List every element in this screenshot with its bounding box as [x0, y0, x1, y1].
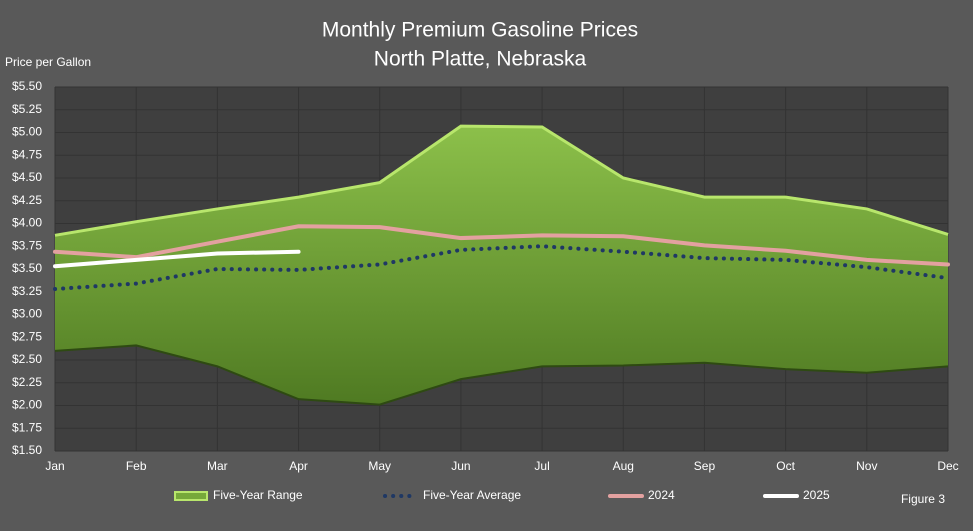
y-tick-label: $4.00	[12, 216, 42, 230]
y-tick-label: $2.50	[12, 352, 42, 366]
x-tick-label: Dec	[937, 459, 958, 473]
y-tick-label: $3.25	[12, 284, 42, 298]
y-tick-label: $4.50	[12, 170, 42, 184]
y-tick-label: $5.00	[12, 125, 42, 139]
chart-subtitle: North Platte, Nebraska	[374, 48, 587, 71]
x-tick-label: Jun	[451, 459, 470, 473]
range-low-edge	[54, 344, 949, 406]
x-tick-label: Feb	[126, 459, 147, 473]
y-tick-label: $2.75	[12, 329, 42, 343]
y-tick-label: $5.25	[12, 102, 42, 116]
y-tick-label: $1.75	[12, 420, 42, 434]
range-high-edge	[54, 124, 949, 237]
x-tick-label: Apr	[289, 459, 308, 473]
y-tick-label: $2.00	[12, 398, 42, 412]
series-line	[53, 224, 950, 267]
legend-label: Five-Year Range	[213, 488, 303, 502]
x-tick-label: Nov	[856, 459, 877, 473]
legend-label: Five-Year Average	[423, 488, 521, 502]
x-tick-label: May	[368, 459, 391, 473]
y-tick-label: $4.75	[12, 147, 42, 161]
range-area	[55, 126, 948, 405]
legend-label: 2025	[803, 488, 830, 502]
y-tick-label: $2.25	[12, 375, 42, 389]
y-tick-label: $4.25	[12, 193, 42, 207]
y-axis-label: Price per Gallon	[5, 55, 91, 69]
y-tick-label: $3.00	[12, 307, 42, 321]
x-tick-label: Jul	[534, 459, 549, 473]
chart-title: Monthly Premium Gasoline Prices	[322, 19, 638, 42]
legend-label: 2024	[648, 488, 675, 502]
y-tick-label: $5.50	[12, 79, 42, 93]
x-tick-label: Mar	[207, 459, 228, 473]
legend-swatch	[174, 491, 208, 501]
x-tick-label: Oct	[776, 459, 795, 473]
x-tick-label: Jan	[45, 459, 64, 473]
series-line	[53, 249, 301, 269]
y-tick-label: $3.75	[12, 238, 42, 252]
y-tick-label: $1.50	[12, 443, 42, 457]
x-tick-label: Aug	[613, 459, 634, 473]
y-tick-label: $3.50	[12, 261, 42, 275]
x-tick-label: Sep	[694, 459, 716, 473]
annotation: Figure 3	[901, 492, 945, 506]
